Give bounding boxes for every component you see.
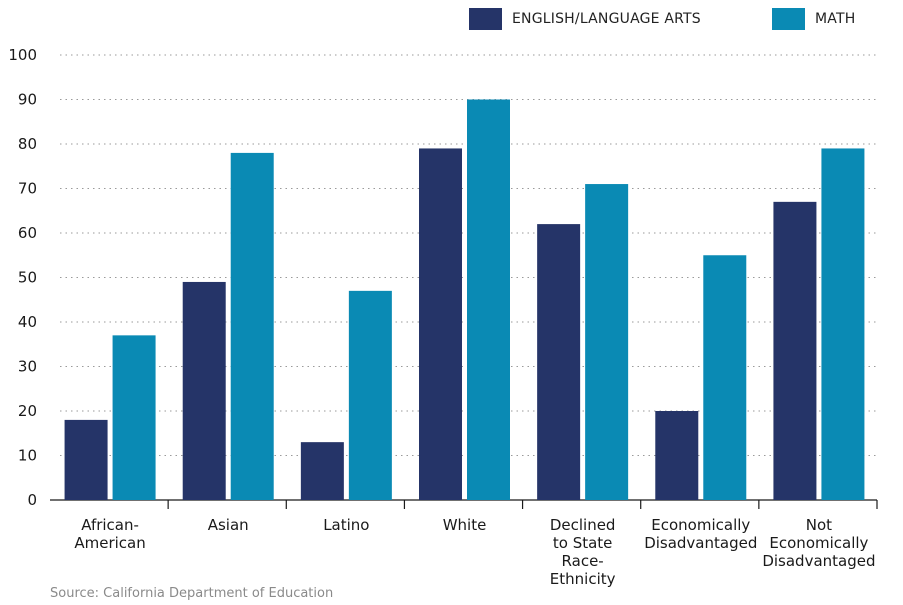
bar-math (349, 291, 392, 500)
y-tick-label: 30 (18, 358, 37, 376)
x-category-label-line: Asian (208, 516, 249, 534)
bar-ela (773, 202, 816, 500)
x-category-label-line: White (443, 516, 487, 534)
y-tick-label: 40 (18, 313, 37, 331)
y-tick-label: 20 (18, 402, 37, 420)
bar-ela (65, 420, 108, 500)
y-tick-label: 100 (8, 46, 37, 64)
bar-ela (655, 411, 698, 500)
bar-math (585, 184, 628, 500)
bar-math (821, 148, 864, 500)
x-category-label-line: Latino (323, 516, 369, 534)
y-tick-label: 90 (18, 91, 37, 109)
bar-ela (419, 148, 462, 500)
y-tick-label: 50 (18, 269, 37, 287)
bar-math (467, 100, 510, 501)
bar-ela (537, 224, 580, 500)
bar-ela (183, 282, 226, 500)
x-category-label-line: Disadvantaged (644, 534, 757, 552)
x-category-label-line: Declined (550, 516, 616, 534)
x-category-label-line: African- (81, 516, 139, 534)
x-category-label: Not Economically Disadvantaged (762, 516, 875, 570)
x-category-label-line: Economically (769, 534, 868, 552)
x-category-label: African-American (74, 516, 145, 552)
x-category-label-line: Ethnicity (550, 570, 616, 588)
x-category-label: Declined to State Race-Ethnicity (550, 516, 616, 588)
y-tick-label: 0 (27, 491, 37, 509)
x-category-label-line: American (74, 534, 145, 552)
y-tick-label: 70 (18, 180, 37, 198)
y-tick-label: 80 (18, 135, 37, 153)
bar-math (113, 335, 156, 500)
bar-ela (301, 442, 344, 500)
x-category-label-line: to State (553, 534, 613, 552)
x-category-label-line: Disadvantaged (762, 552, 875, 570)
x-category-label: Asian (208, 516, 249, 534)
bar-math (703, 255, 746, 500)
x-category-label: Economically Disadvantaged (644, 516, 757, 552)
y-tick-label: 60 (18, 224, 37, 242)
x-category-label: Latino (323, 516, 369, 534)
x-category-label: White (443, 516, 487, 534)
x-category-label-line: Not (806, 516, 832, 534)
y-tick-label: 10 (18, 447, 37, 465)
bar-math (231, 153, 274, 500)
source-note: Source: California Department of Educati… (50, 586, 333, 601)
x-category-label-line: Race- (562, 552, 604, 570)
x-category-label-line: Economically (651, 516, 750, 534)
